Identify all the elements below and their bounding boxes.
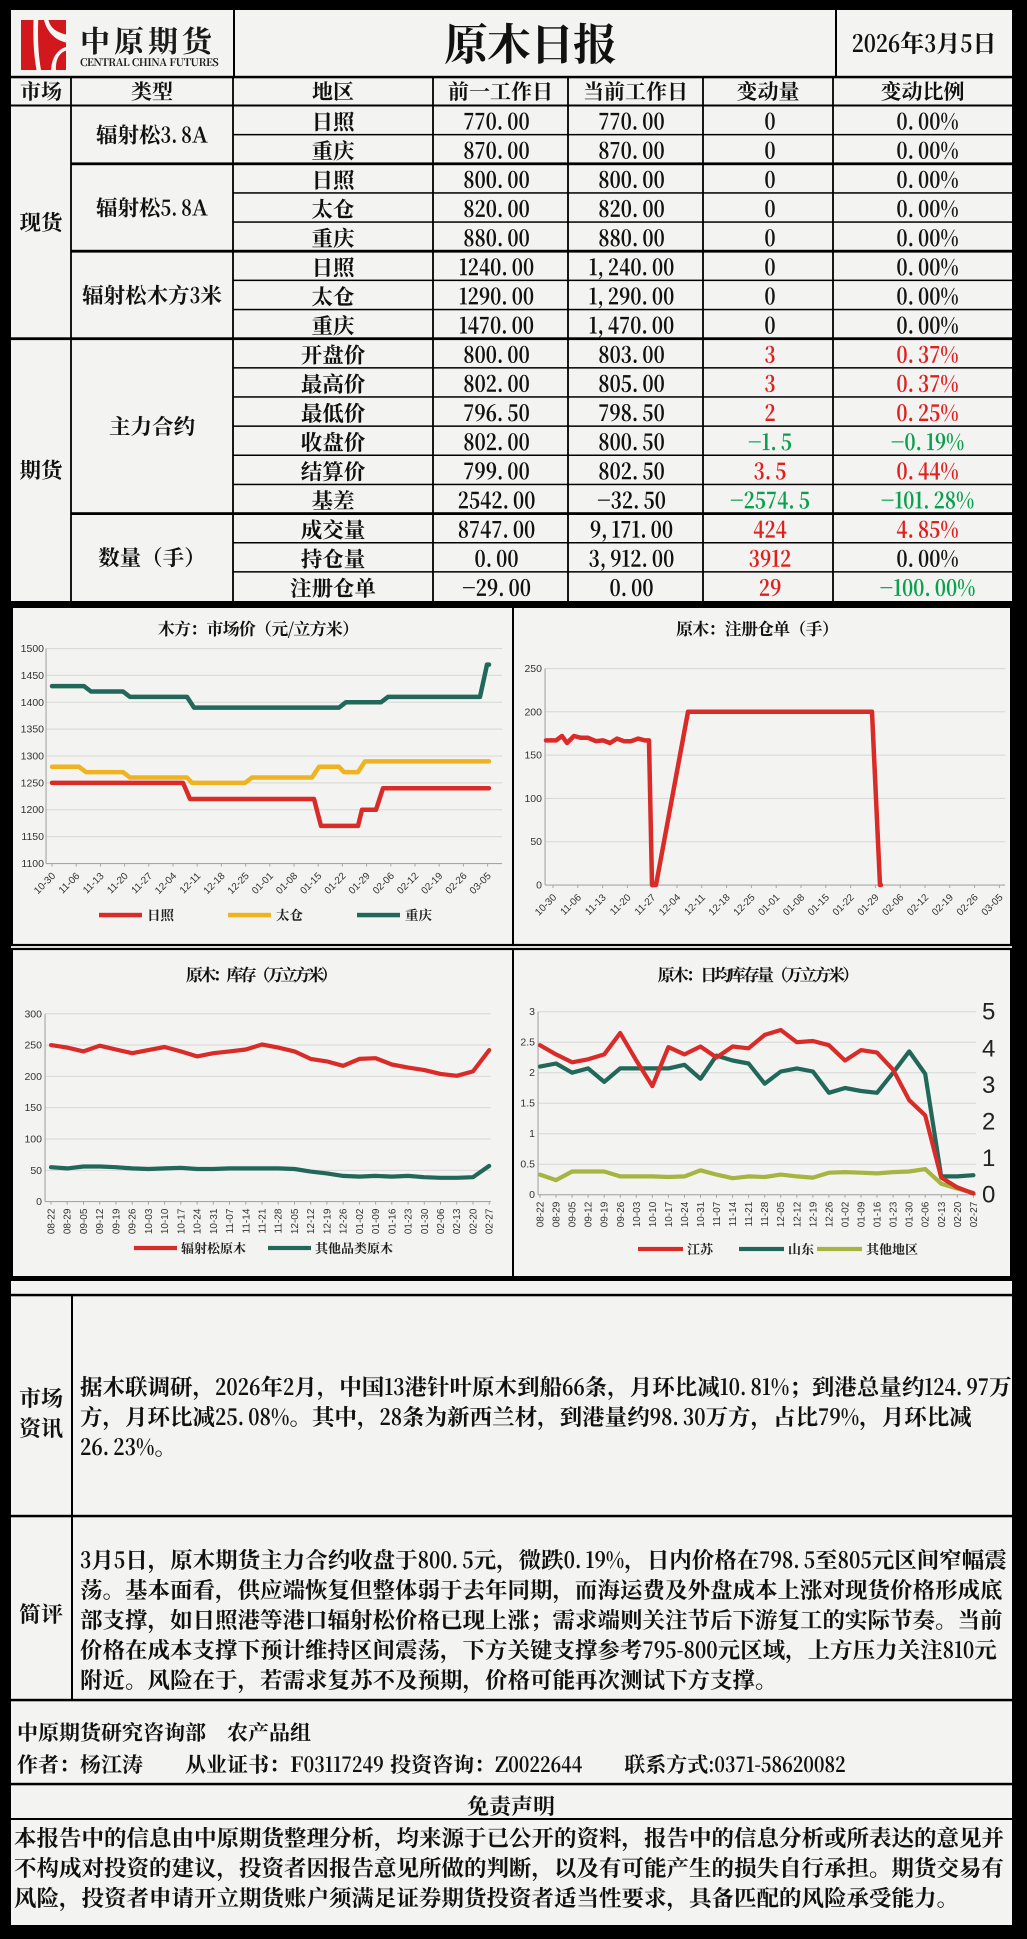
svg-text:09-26: 09-26 [616, 1201, 627, 1227]
svg-text:11-07: 11-07 [225, 1208, 236, 1233]
svg-text:01-02: 01-02 [841, 1201, 852, 1227]
svg-text:4: 4 [982, 1035, 995, 1062]
svg-text:12-12: 12-12 [792, 1201, 803, 1227]
svg-text:0: 0 [529, 1189, 535, 1201]
svg-text:3: 3 [982, 1072, 995, 1099]
svg-text:1: 1 [982, 1145, 995, 1172]
svg-text:50: 50 [30, 1165, 42, 1177]
svg-text:150: 150 [24, 1102, 42, 1114]
svg-text:1300: 1300 [21, 751, 45, 763]
svg-text:09-05: 09-05 [79, 1208, 90, 1234]
svg-text:10-24: 10-24 [680, 1201, 691, 1227]
svg-text:01-30: 01-30 [905, 1201, 916, 1227]
svg-text:08-29: 08-29 [63, 1208, 74, 1234]
svg-text:01-02: 01-02 [355, 1208, 366, 1234]
svg-text:12-26: 12-26 [824, 1201, 835, 1227]
svg-text:5: 5 [982, 999, 995, 1026]
svg-text:12-05: 12-05 [290, 1208, 301, 1234]
svg-text:1.5: 1.5 [520, 1098, 535, 1110]
svg-text:1100: 1100 [21, 858, 44, 870]
svg-text:01-23: 01-23 [889, 1201, 900, 1227]
svg-text:02-20: 02-20 [469, 1208, 480, 1234]
svg-text:11-14: 11-14 [241, 1208, 252, 1233]
svg-text:1: 1 [529, 1128, 535, 1140]
svg-text:02-27: 02-27 [485, 1208, 496, 1234]
svg-text:300: 300 [24, 1008, 42, 1020]
svg-text:1250: 1250 [21, 777, 45, 789]
svg-text:02-13: 02-13 [452, 1208, 463, 1234]
svg-text:200: 200 [24, 1071, 42, 1083]
svg-text:08-22: 08-22 [536, 1201, 547, 1227]
svg-text:200: 200 [524, 706, 542, 718]
svg-text:08-22: 08-22 [47, 1208, 58, 1234]
svg-text:12-19: 12-19 [808, 1201, 819, 1227]
svg-text:01-30: 01-30 [420, 1208, 431, 1234]
svg-text:01-23: 01-23 [404, 1208, 415, 1234]
svg-text:0: 0 [982, 1182, 995, 1209]
svg-text:10-03: 10-03 [632, 1201, 643, 1227]
svg-text:0: 0 [536, 880, 542, 892]
svg-text:250: 250 [24, 1040, 42, 1052]
svg-text:1450: 1450 [21, 670, 45, 682]
svg-text:10-24: 10-24 [193, 1208, 204, 1234]
svg-text:02-06: 02-06 [921, 1201, 932, 1227]
svg-text:11-14: 11-14 [728, 1201, 739, 1226]
svg-text:100: 100 [24, 1134, 42, 1146]
svg-text:09-12: 09-12 [584, 1201, 595, 1227]
svg-text:3: 3 [529, 1006, 535, 1018]
svg-text:10-17: 10-17 [176, 1208, 187, 1234]
svg-text:10-10: 10-10 [160, 1208, 171, 1234]
svg-text:09-19: 09-19 [600, 1201, 611, 1227]
svg-text:01-16: 01-16 [873, 1201, 884, 1227]
svg-text:12-26: 12-26 [339, 1208, 350, 1234]
svg-text:2: 2 [982, 1109, 995, 1136]
svg-text:09-05: 09-05 [568, 1201, 579, 1227]
svg-text:12-19: 12-19 [322, 1208, 333, 1234]
svg-text:12-05: 12-05 [776, 1201, 787, 1227]
svg-text:11-21: 11-21 [744, 1201, 755, 1226]
svg-text:10-10: 10-10 [648, 1201, 659, 1227]
svg-text:12-12: 12-12 [306, 1208, 317, 1234]
svg-text:2.5: 2.5 [520, 1037, 535, 1049]
svg-text:02-06: 02-06 [436, 1208, 447, 1234]
svg-text:11-28: 11-28 [274, 1208, 285, 1233]
svg-text:1500: 1500 [21, 643, 45, 655]
svg-text:150: 150 [524, 750, 542, 762]
svg-text:01-09: 01-09 [371, 1208, 382, 1234]
svg-text:11-07: 11-07 [712, 1201, 723, 1226]
svg-text:01-16: 01-16 [387, 1208, 398, 1234]
svg-text:11-28: 11-28 [760, 1201, 771, 1226]
svg-text:0: 0 [36, 1196, 42, 1208]
svg-text:10-03: 10-03 [144, 1208, 155, 1234]
svg-text:250: 250 [524, 663, 542, 675]
svg-text:09-19: 09-19 [111, 1208, 122, 1234]
svg-text:10-31: 10-31 [696, 1201, 707, 1227]
svg-text:50: 50 [530, 836, 542, 848]
svg-text:1350: 1350 [21, 724, 45, 736]
svg-text:1400: 1400 [21, 697, 45, 709]
svg-text:10-31: 10-31 [209, 1208, 220, 1234]
svg-text:1150: 1150 [21, 831, 44, 843]
svg-text:2: 2 [529, 1067, 535, 1079]
svg-text:02-27: 02-27 [969, 1201, 980, 1227]
svg-text:09-26: 09-26 [128, 1208, 139, 1234]
svg-text:100: 100 [524, 793, 542, 805]
svg-text:1200: 1200 [21, 804, 45, 816]
svg-text:0.5: 0.5 [520, 1159, 535, 1171]
svg-text:09-12: 09-12 [95, 1208, 106, 1234]
svg-text:02-20: 02-20 [953, 1201, 964, 1227]
svg-text:02-13: 02-13 [937, 1201, 948, 1227]
svg-text:10-17: 10-17 [664, 1201, 675, 1227]
svg-text:08-29: 08-29 [552, 1201, 563, 1227]
svg-text:11-21: 11-21 [258, 1208, 269, 1233]
svg-text:01-09: 01-09 [857, 1201, 868, 1227]
